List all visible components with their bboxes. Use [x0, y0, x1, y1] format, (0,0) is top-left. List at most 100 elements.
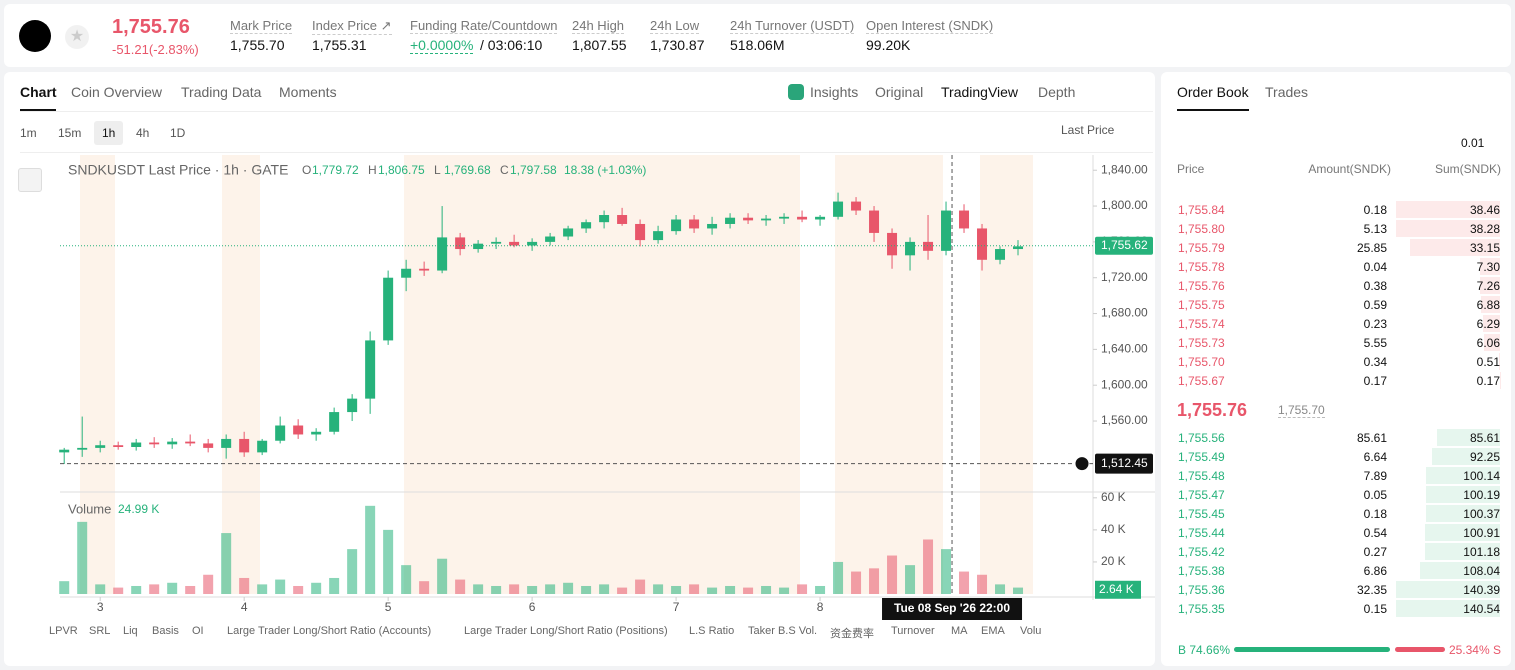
tool-button[interactable] — [18, 393, 42, 417]
candle-body — [365, 340, 376, 399]
y-tick-label: 1,720.00 — [1101, 270, 1148, 284]
candle-body — [1013, 246, 1024, 250]
crosshair-add — [1074, 456, 1090, 472]
favorite-star[interactable]: ★ — [65, 25, 89, 49]
candle-body — [545, 236, 556, 242]
price-source[interactable]: Last Price — [1061, 123, 1115, 137]
x-tick-label: 4 — [241, 600, 248, 614]
indicator-tab[interactable]: 资金费率 — [830, 628, 874, 640]
tool-button[interactable] — [18, 243, 42, 267]
stat-label: Index Price ↗ — [312, 18, 392, 35]
tab[interactable]: Moments — [279, 84, 337, 100]
ob-sum: 85.61 — [1469, 431, 1500, 445]
ob-amount: 5.55 — [1363, 336, 1387, 350]
volume-bar — [167, 582, 178, 594]
ob-amount: 0.18 — [1363, 203, 1387, 217]
indicator-tab[interactable]: Liq — [123, 625, 138, 637]
candle-body — [491, 241, 502, 244]
volume-last-label: 2.64 K — [1099, 582, 1134, 596]
legend-change: 18.38 (+1.03%) — [564, 163, 646, 177]
depth-bar — [1431, 448, 1500, 465]
view-tab[interactable]: Depth — [1038, 84, 1076, 100]
coin-logo — [19, 20, 51, 52]
volume-bar — [185, 585, 196, 594]
tool-button[interactable] — [18, 543, 42, 567]
tool-button[interactable] — [18, 356, 42, 380]
tool-button[interactable] — [18, 431, 42, 455]
volume-title: Volume — [68, 501, 111, 516]
ob-sum: 7.30 — [1476, 260, 1500, 274]
ob-sum: 100.19 — [1463, 488, 1500, 502]
tool-button[interactable] — [18, 168, 42, 192]
ob-price: 1,755.48 — [1178, 469, 1225, 483]
interval[interactable]: 1h — [94, 121, 124, 145]
indicator-tab[interactable]: Large Trader Long/Short Ratio (Positions… — [464, 625, 668, 637]
ob-tab[interactable]: Order Book — [1177, 84, 1249, 100]
candle-body — [293, 425, 304, 435]
volume-bar — [635, 579, 646, 594]
volume-bar — [599, 584, 610, 594]
ob-tab[interactable]: Trades — [1265, 84, 1309, 100]
depth-bar — [1481, 296, 1500, 313]
indicator-tab[interactable]: SRL — [89, 625, 111, 637]
last-price-tag — [1095, 236, 1153, 255]
depth-bar — [1425, 486, 1500, 503]
candle-body — [599, 215, 610, 223]
interval[interactable]: 15m — [58, 126, 82, 140]
indicator-tab[interactable]: Turnover — [891, 625, 935, 637]
volume-bar — [491, 585, 502, 594]
candle-body — [995, 249, 1006, 260]
tool-button[interactable] — [18, 281, 42, 305]
ob-amount: 6.86 — [1363, 564, 1387, 578]
tab[interactable]: Coin Overview — [71, 84, 163, 100]
buy-sell-bar-buy — [1234, 647, 1390, 652]
volume-bar — [149, 584, 160, 594]
ob-precision[interactable]: 0.01 — [1461, 136, 1485, 150]
ob-price: 1,755.84 — [1178, 203, 1225, 217]
candle-body — [779, 216, 790, 219]
view-tab[interactable]: Insights — [810, 84, 859, 100]
tool-button[interactable] — [18, 318, 42, 342]
candle-body — [761, 218, 772, 221]
tool-button[interactable] — [18, 468, 42, 492]
stat-value: 1,730.87 — [650, 37, 705, 53]
stat-value: 99.20K — [866, 37, 911, 53]
indicator-tab[interactable]: OI — [192, 625, 204, 637]
indicator-tab[interactable]: Large Trader Long/Short Ratio (Accounts) — [227, 625, 432, 637]
volume-bar — [131, 585, 142, 594]
last-price-label: 1,755.62 — [1101, 238, 1148, 252]
indicator-tab[interactable]: MA — [951, 625, 968, 637]
candle-body — [743, 217, 754, 221]
depth-bar — [1396, 201, 1500, 218]
depth-bar — [1420, 562, 1500, 579]
interval[interactable]: 1m — [20, 126, 37, 140]
indicator-tab[interactable]: LPVR — [49, 625, 78, 637]
ob-sum: 7.26 — [1476, 279, 1500, 293]
indicator-tab[interactable]: EMA — [981, 625, 1005, 637]
stat-label: 24h Turnover (USDT) — [730, 18, 855, 34]
tool-button[interactable] — [18, 206, 42, 230]
candle-body — [203, 443, 214, 448]
tool-button[interactable] — [18, 581, 42, 605]
tab[interactable]: Trading Data — [181, 84, 262, 100]
indicator-tab[interactable]: L.S Ratio — [689, 625, 735, 637]
tab[interactable]: Chart — [20, 84, 57, 100]
interval[interactable]: 4h — [136, 126, 150, 140]
volume-bar — [707, 587, 718, 594]
ob-amount: 5.13 — [1363, 222, 1387, 236]
candle-body — [527, 241, 538, 246]
view-tab[interactable]: TradingView — [941, 84, 1019, 100]
stat-label: 24h High — [572, 18, 625, 34]
candle-body — [725, 217, 736, 224]
view-tab[interactable]: Original — [875, 84, 924, 100]
depth-bar — [1396, 220, 1500, 237]
tool-button[interactable] — [18, 506, 42, 530]
candle-body — [905, 241, 916, 256]
stat-value: 518.06M — [730, 37, 785, 53]
indicator-tab[interactable]: Taker B.S Vol. — [748, 625, 818, 637]
ob-sum: 6.88 — [1476, 298, 1500, 312]
interval[interactable]: 1D — [170, 126, 186, 140]
indicator-tab[interactable]: Volu — [1020, 625, 1042, 637]
indicator-tab[interactable]: Basis — [152, 625, 179, 637]
ob-sum: 100.91 — [1463, 526, 1500, 540]
